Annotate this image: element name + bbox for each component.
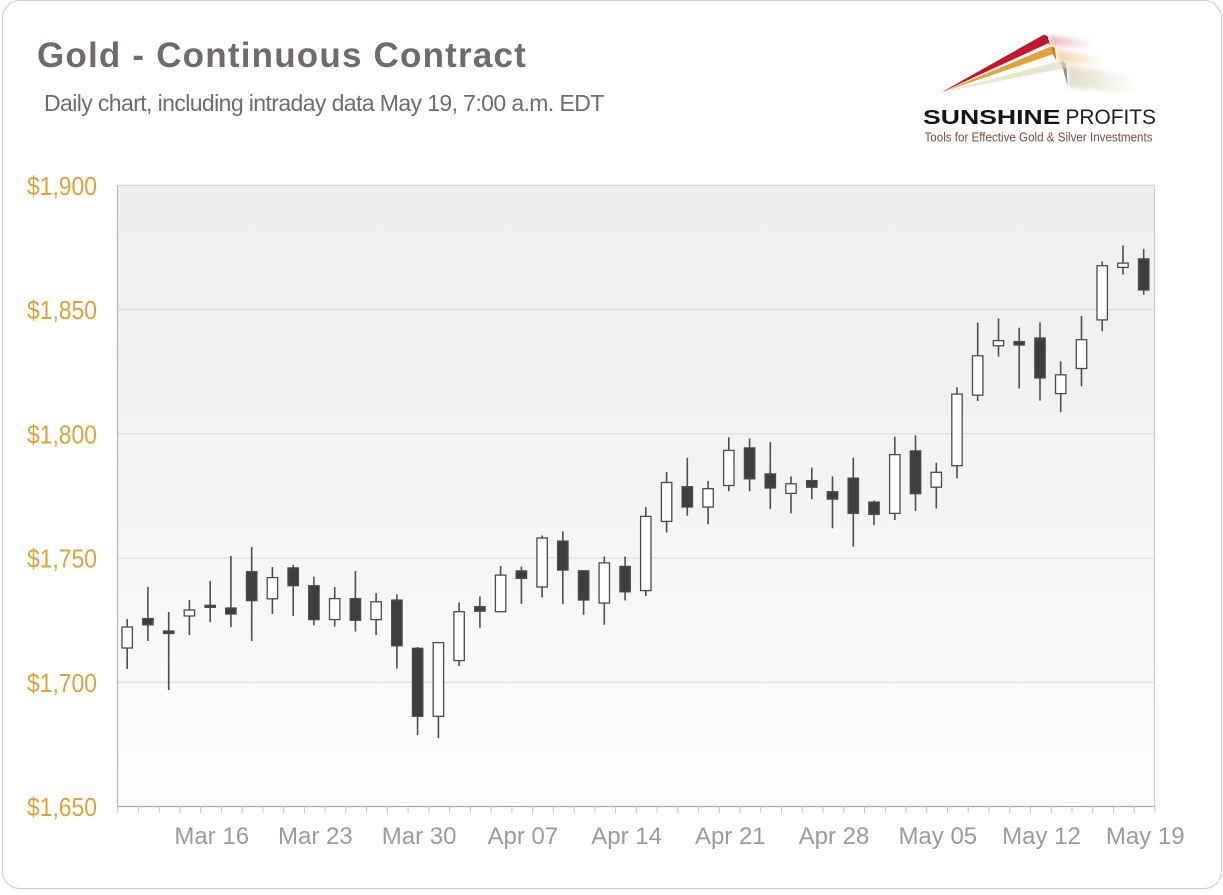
svg-text:$1,700: $1,700 — [27, 668, 97, 698]
svg-text:Apr 14: Apr 14 — [591, 823, 662, 850]
svg-text:SUNSHINE: SUNSHINE — [923, 106, 1061, 129]
svg-text:$1,900: $1,900 — [27, 171, 97, 201]
svg-text:Apr 21: Apr 21 — [695, 823, 766, 850]
svg-text:May 05: May 05 — [898, 823, 977, 850]
svg-text:Mar 23: Mar 23 — [278, 823, 353, 850]
svg-text:Tools for Effective Gold & Sil: Tools for Effective Gold & Silver Invest… — [925, 129, 1153, 144]
svg-text:Apr 07: Apr 07 — [488, 823, 559, 850]
svg-text:$1,750: $1,750 — [27, 544, 97, 574]
svg-text:Mar 16: Mar 16 — [174, 823, 249, 850]
svg-text:Mar 30: Mar 30 — [382, 823, 457, 850]
svg-text:$1,650: $1,650 — [27, 792, 97, 822]
svg-text:$1,800: $1,800 — [27, 419, 97, 449]
svg-text:May 19: May 19 — [1106, 823, 1185, 850]
svg-text:$1,850: $1,850 — [27, 295, 97, 325]
svg-text:Apr 28: Apr 28 — [799, 823, 870, 850]
svg-text:May 12: May 12 — [1002, 823, 1081, 850]
svg-text:PROFITS: PROFITS — [1066, 106, 1157, 129]
